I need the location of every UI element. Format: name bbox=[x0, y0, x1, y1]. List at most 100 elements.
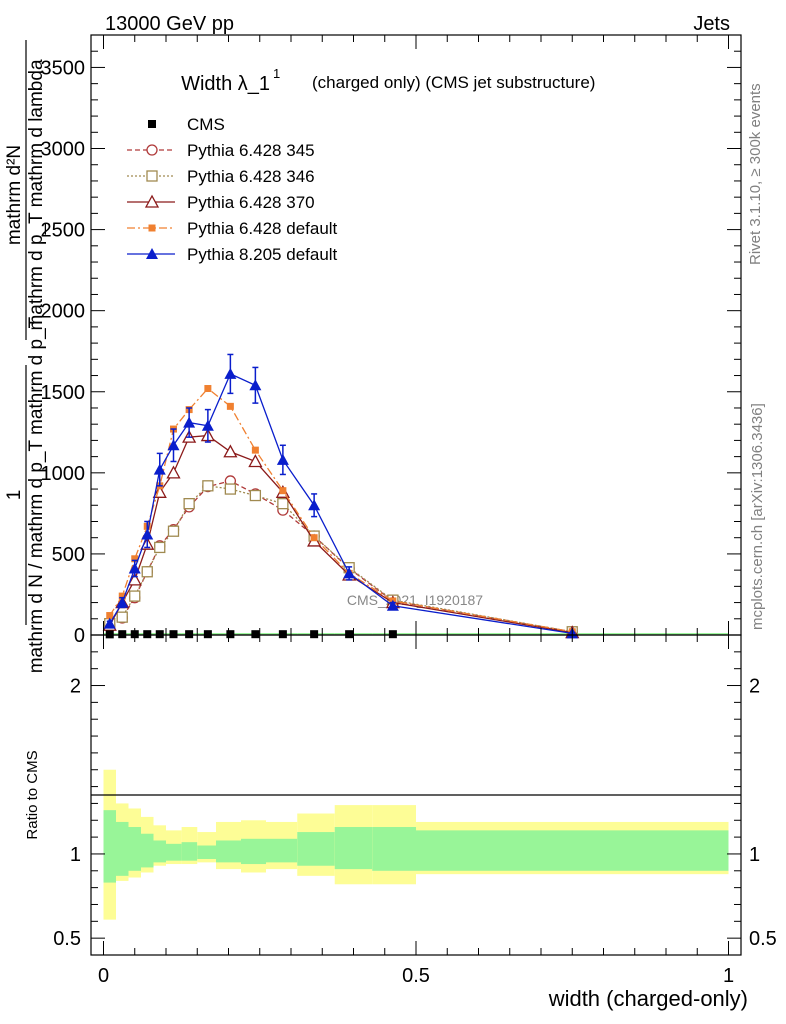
main-series bbox=[102, 353, 580, 639]
data-point bbox=[166, 465, 181, 479]
data-point bbox=[251, 446, 259, 454]
data-point bbox=[202, 480, 214, 492]
cms-data-point bbox=[226, 630, 235, 639]
ratio-band-inner bbox=[216, 840, 241, 863]
plot-title-sup: 1 bbox=[273, 66, 280, 81]
analysis-watermark: CMS_2021_I1920187 bbox=[347, 592, 483, 608]
data-point bbox=[224, 367, 237, 379]
x-tick-label: 0 bbox=[98, 965, 109, 987]
ratio-band-inner bbox=[241, 838, 266, 865]
legend-label: Pythia 6.428 default bbox=[187, 219, 338, 238]
ratio-tick-label: 0.5 bbox=[53, 928, 81, 950]
legend-label: Pythia 6.428 346 bbox=[187, 167, 315, 186]
data-point bbox=[276, 453, 289, 465]
data-point bbox=[249, 379, 262, 391]
data-point bbox=[183, 497, 195, 510]
legend: CMS Pythia 6.428 345 Pythia 6.428 346 Pythi… bbox=[127, 115, 338, 264]
main-ticks: 0 500 1000 1500 2000 2500 3000 3500 bbox=[41, 35, 741, 647]
cms-data-point bbox=[203, 630, 212, 639]
data-point bbox=[153, 463, 166, 475]
legend-marker bbox=[146, 170, 158, 182]
y-tick-label: 1500 bbox=[41, 382, 86, 404]
ratio-band-inner bbox=[297, 832, 335, 866]
data-point bbox=[141, 528, 154, 540]
data-point bbox=[226, 402, 234, 410]
header-right-label: Jets bbox=[693, 13, 730, 35]
ratio-band-inner bbox=[116, 821, 129, 876]
cms-data-point bbox=[345, 630, 354, 639]
data-point bbox=[141, 566, 153, 578]
data-point bbox=[386, 599, 399, 611]
cms-data-point bbox=[310, 630, 319, 639]
legend-label: Pythia 8.205 default bbox=[187, 245, 338, 264]
plot-title-rest: (charged only) (CMS jet substructure) bbox=[312, 73, 595, 92]
y-tick-label: 3500 bbox=[41, 57, 86, 79]
ratio-tick-label: 2 bbox=[70, 676, 81, 698]
data-point bbox=[277, 497, 289, 510]
ratio-band-inner bbox=[153, 840, 166, 863]
y-tick-label: 2500 bbox=[41, 220, 86, 242]
data-point bbox=[131, 555, 139, 563]
series-line bbox=[109, 387, 573, 633]
ratio-band-inner bbox=[166, 843, 182, 861]
legend-marker bbox=[148, 120, 156, 128]
y-tick-label: 1000 bbox=[41, 463, 86, 485]
series-line bbox=[109, 373, 573, 635]
y-label-d2n: mathrm d²N bbox=[4, 145, 25, 245]
data-point bbox=[103, 617, 116, 629]
x-axis-label: width (charged-only) bbox=[548, 986, 748, 1011]
y-tick-label: 500 bbox=[52, 544, 85, 566]
ratio-band-inner bbox=[266, 838, 298, 863]
ratio-tick-label-right: 2 bbox=[749, 676, 760, 698]
ratio-y-label: Ratio to CMS bbox=[24, 750, 41, 839]
data-point bbox=[106, 612, 114, 620]
cms-data-point bbox=[251, 630, 260, 639]
data-point bbox=[167, 525, 180, 537]
ratio-panel: 0 0.5 1 0.5 0.5 1 1 2 2 Ratio to CMS width (char… bbox=[24, 634, 777, 1011]
ratio-band-inner bbox=[197, 845, 216, 859]
data-point bbox=[248, 454, 263, 468]
y-label-dptdlambda: mathrm d p_T mathrm d lambda bbox=[26, 59, 47, 330]
ratio-bands bbox=[103, 769, 729, 920]
ratio-tick-label-right: 0.5 bbox=[749, 928, 777, 950]
ratio-band-inner bbox=[416, 830, 729, 871]
cms-data-point bbox=[118, 630, 127, 639]
data-point bbox=[224, 483, 237, 495]
cms-data-point bbox=[155, 630, 164, 639]
data-point bbox=[223, 444, 238, 458]
data-point bbox=[249, 489, 262, 502]
y-axis-label: 1 mathrm d N / mathrm d p_T mathrm d p_T… bbox=[4, 40, 47, 673]
data-point bbox=[308, 499, 321, 511]
y-label-denominator: mathrm d N / mathrm d p_T mathrm d p_T bbox=[26, 316, 47, 673]
cms-data-point bbox=[143, 630, 152, 639]
data-point bbox=[118, 592, 126, 600]
data-point bbox=[343, 567, 356, 579]
ratio-band-inner bbox=[128, 827, 141, 871]
data-point bbox=[116, 596, 129, 608]
ratio-tick-label: 1 bbox=[70, 844, 81, 866]
data-point bbox=[129, 590, 141, 602]
ratio-tick-label-right: 1 bbox=[749, 844, 760, 866]
legend-marker bbox=[146, 144, 158, 156]
ratio-band-inner bbox=[372, 827, 416, 871]
data-point bbox=[204, 385, 212, 393]
y-tick-label: 3000 bbox=[41, 139, 86, 161]
main-panel: CMS_2021_I1920187 0 500 1000 1500 2000 2500 30… bbox=[4, 34, 742, 673]
data-point bbox=[127, 572, 142, 586]
data-point bbox=[116, 611, 128, 623]
ratio-band-inner bbox=[334, 827, 373, 870]
data-point bbox=[167, 439, 180, 451]
x-tick-label: 0.5 bbox=[402, 965, 430, 987]
legend-marker bbox=[146, 248, 158, 259]
legend-marker bbox=[144, 194, 160, 208]
legend-marker bbox=[148, 224, 156, 232]
rivet-version-label: Rivet 3.1.10, ≥ 300k events bbox=[747, 83, 764, 265]
cms-data-point bbox=[278, 630, 287, 639]
cms-data-point bbox=[169, 630, 178, 639]
plot-title-main: Width λ_1 bbox=[181, 73, 270, 95]
ratio-band-inner bbox=[103, 810, 116, 883]
header-left-label: 13000 GeV pp bbox=[105, 13, 234, 35]
cms-data-point bbox=[185, 630, 194, 639]
data-point bbox=[154, 541, 166, 554]
